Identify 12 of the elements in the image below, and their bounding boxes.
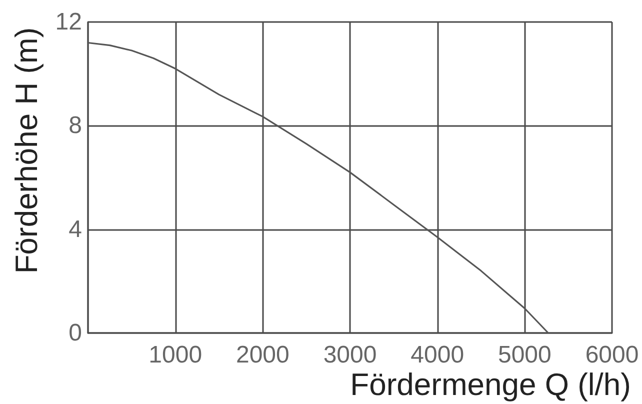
x-tick-label: 1000 bbox=[148, 342, 202, 368]
y-tick-label: 8 bbox=[68, 112, 82, 140]
y-tick-label: 4 bbox=[68, 216, 82, 243]
x-tick-label: 2000 bbox=[236, 342, 290, 368]
x-tick-label: 5000 bbox=[498, 342, 552, 368]
y-axis-title: Förderhöhe H (m) bbox=[9, 27, 44, 274]
x-tick-label: 3000 bbox=[323, 342, 377, 368]
x-tick-label: 6000 bbox=[585, 342, 639, 368]
x-axis-title: Fördermenge Q (l/h) bbox=[350, 367, 631, 402]
y-tick-label: 12 bbox=[55, 8, 82, 36]
x-tick-label: 4000 bbox=[410, 342, 464, 368]
y-tick-label: 0 bbox=[68, 320, 82, 346]
